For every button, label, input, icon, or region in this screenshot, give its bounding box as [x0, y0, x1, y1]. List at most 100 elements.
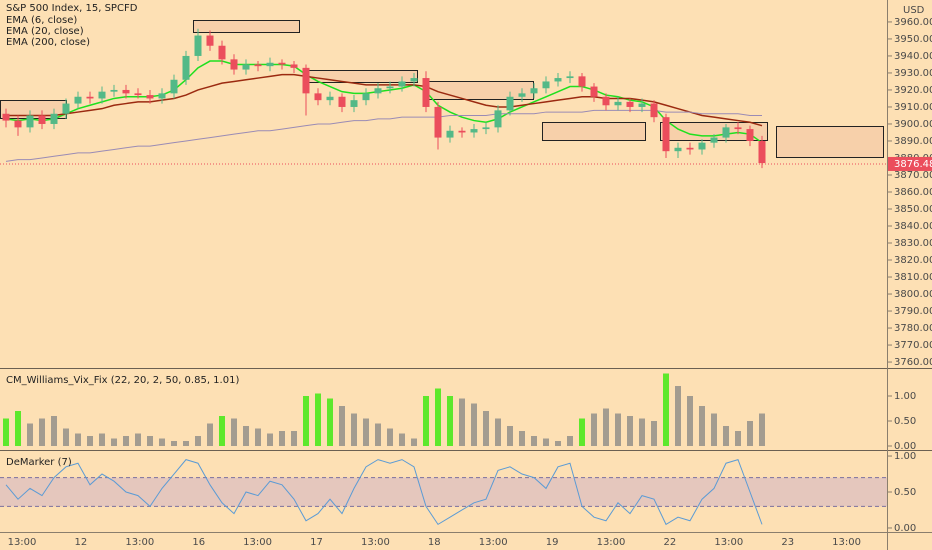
- candle-body: [602, 96, 610, 106]
- candle-body: [758, 140, 766, 164]
- candle-body: [14, 120, 22, 128]
- candle-body: [302, 67, 310, 94]
- marks: [0, 28, 887, 526]
- y-tick-label: 3800.00: [894, 289, 932, 300]
- candle-body: [506, 96, 514, 111]
- y-tick-label: 3850.00: [894, 204, 932, 215]
- bar: [123, 436, 129, 446]
- y-tick-label: 3870.00: [894, 170, 932, 181]
- bar: [147, 436, 153, 446]
- x-tick-label: 19: [546, 537, 559, 548]
- candle-body: [110, 89, 118, 92]
- y-tick-label: 3890.00: [894, 136, 932, 147]
- y-tick-label: 3780.00: [894, 323, 932, 334]
- bar: [711, 413, 717, 446]
- x-tick-label: 13:00: [243, 537, 272, 548]
- y-tick-label: 3790.00: [894, 306, 932, 317]
- y-tick-label: 0.50: [894, 416, 916, 427]
- candle-body: [338, 96, 346, 107]
- bar: [483, 411, 489, 446]
- candle-body: [674, 147, 682, 152]
- y-tick-label: 3920.00: [894, 85, 932, 96]
- candle-body: [374, 88, 382, 94]
- y-tick-label: 3760.00: [894, 357, 932, 368]
- candle-body: [86, 96, 94, 99]
- x-tick-label: 22: [664, 537, 677, 548]
- bar: [327, 398, 333, 446]
- candle-body: [62, 103, 70, 114]
- bar: [255, 428, 261, 446]
- bar: [735, 431, 741, 446]
- y-tick-label: 3770.00: [894, 340, 932, 351]
- candle-body: [446, 130, 454, 138]
- box: [308, 70, 418, 83]
- candle-body: [74, 96, 82, 104]
- ema-line: [6, 73, 763, 127]
- x-tick-label: 13:00: [597, 537, 626, 548]
- y-tick-label: 0.00: [894, 441, 916, 452]
- candle-body: [638, 103, 646, 107]
- candle-body: [746, 129, 754, 141]
- y-tick-label: 0.00: [894, 523, 916, 534]
- x-tick-label: 13:00: [479, 537, 508, 548]
- bar: [267, 433, 273, 446]
- bar: [675, 386, 681, 446]
- x-tick-label: 23: [781, 537, 794, 548]
- last-price-label: 3876.48: [894, 159, 932, 170]
- candle-body: [194, 35, 202, 56]
- candle-body: [626, 101, 634, 107]
- candle-body: [146, 95, 154, 99]
- bar: [63, 428, 69, 446]
- x-tick-label: 18: [428, 537, 441, 548]
- bar: [375, 423, 381, 446]
- legend-entry: EMA (20, close): [6, 26, 84, 37]
- bar: [183, 441, 189, 446]
- candle-body: [134, 93, 142, 96]
- candle-body: [614, 101, 622, 106]
- candle-body: [98, 91, 106, 99]
- bar: [447, 396, 453, 446]
- bar: [135, 433, 141, 446]
- candle-body: [386, 86, 394, 89]
- symbol-title: S&P 500 Index, 15, SPCFD: [6, 3, 138, 14]
- candle-body: [26, 115, 34, 128]
- bar: [723, 426, 729, 446]
- bar: [759, 413, 765, 446]
- bar: [195, 436, 201, 446]
- x-tick-label: 17: [310, 537, 323, 548]
- bar: [279, 431, 285, 446]
- candle-body: [314, 93, 322, 101]
- y-tick-label: 3960.00: [894, 17, 932, 28]
- candle-body: [362, 93, 370, 101]
- bar: [15, 411, 21, 446]
- y-tick-label: 3900.00: [894, 119, 932, 130]
- bar: [699, 406, 705, 446]
- pane-title: DeMarker (7): [6, 457, 72, 468]
- x-tick-label: 13:00: [361, 537, 390, 548]
- candle-body: [230, 59, 238, 70]
- x-tick-label: 12: [75, 537, 88, 548]
- y-tick-label: 3950.00: [894, 34, 932, 45]
- candle-body: [278, 62, 286, 65]
- bar: [555, 441, 561, 446]
- candle-body: [494, 110, 502, 128]
- bar: [423, 396, 429, 446]
- candle-body: [218, 45, 226, 60]
- bar: [219, 416, 225, 446]
- y-tick-label: 1.00: [894, 391, 916, 402]
- candle-body: [410, 78, 418, 82]
- y-tick-label: 3860.00: [894, 187, 932, 198]
- candle-body: [566, 76, 574, 79]
- y-tick-label: 3820.00: [894, 255, 932, 266]
- candle-body: [398, 81, 406, 87]
- bar: [579, 418, 585, 446]
- band: [0, 477, 887, 507]
- x-tick-label: 13:00: [714, 537, 743, 548]
- candle-body: [698, 142, 706, 150]
- bar: [543, 438, 549, 446]
- bar: [411, 438, 417, 446]
- bar: [3, 418, 9, 446]
- candle-body: [422, 78, 430, 107]
- candle-body: [530, 88, 538, 94]
